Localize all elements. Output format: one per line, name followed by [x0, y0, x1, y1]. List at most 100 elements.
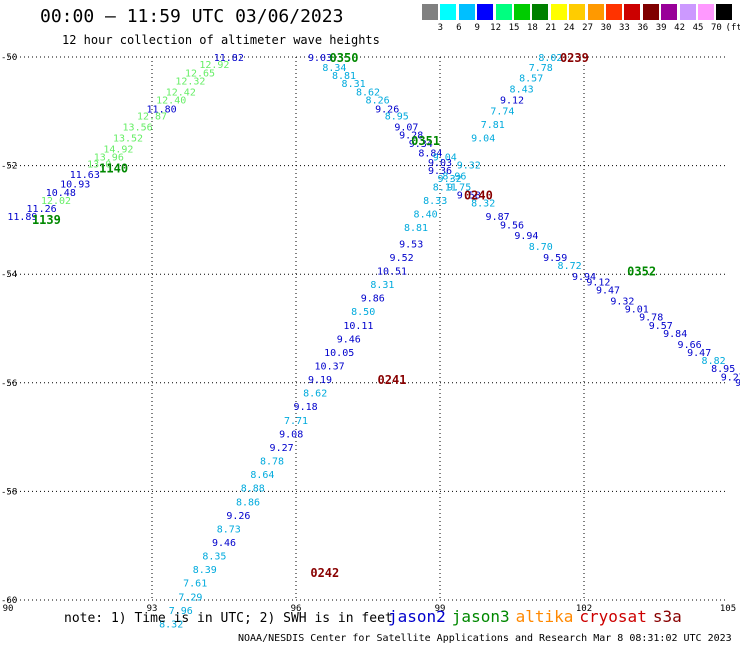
scale-label: 6 — [456, 23, 462, 33]
wave-height-label: 14.92 — [103, 144, 133, 155]
chart-title: 00:00 – 11:59 UTC 03/06/2023 — [40, 6, 344, 27]
wave-height-label: 11.82 — [214, 53, 244, 64]
scale-label: 30 — [600, 23, 612, 33]
pass-time-label: 0242 — [310, 566, 339, 580]
wave-height-label: 8.26 — [366, 95, 390, 106]
wave-height-label: 7.78 — [529, 63, 553, 74]
wave-height-label: 7.96 — [169, 606, 193, 617]
scale-swatch — [679, 4, 696, 20]
wave-height-label: 8.43 — [510, 85, 534, 96]
scale-label: 39 — [655, 23, 667, 33]
wave-height-label: 8.31 — [370, 280, 394, 291]
wave-height-label: 8.62 — [356, 87, 380, 98]
legend-cryosat: cryosat — [579, 607, 647, 626]
wave-height-label: 8.81 — [332, 71, 356, 82]
wave-height-label: 8.02 — [538, 53, 562, 64]
pass-time-label: 1139 — [32, 213, 61, 227]
wave-height-label: 9.36 — [428, 166, 452, 177]
pass-time-label: 0352 — [627, 264, 656, 278]
scale-swatch — [698, 4, 714, 20]
x-tick-label: 93 — [147, 604, 158, 614]
wave-height-label: 13.52 — [113, 133, 143, 144]
scale-label: 9 — [474, 23, 480, 33]
scale-label: 36 — [637, 23, 649, 33]
legend: jason2 jason3 altika cryosat s3a — [388, 607, 688, 626]
wave-height-label: 8.86 — [236, 497, 260, 508]
scale-label: 27 — [582, 23, 594, 33]
wave-height-label: 9.12 — [500, 95, 524, 106]
pass-time-label: 1140 — [99, 161, 128, 175]
wave-height-label: 9.26 — [226, 511, 250, 522]
wave-height-label: 12.02 — [41, 196, 71, 207]
wave-height-label: 9.19 — [308, 375, 332, 386]
y-tick-label: -58 — [1, 487, 17, 497]
scale-swatch — [477, 4, 494, 20]
wave-height-label: 12.32 — [175, 76, 205, 87]
scale-label: 12 — [490, 23, 502, 33]
scale-label: 21 — [545, 23, 557, 33]
wave-height-label: 13.96 — [94, 152, 124, 163]
wave-height-label: 9.57 — [649, 321, 673, 332]
wave-height-label: 9.27 — [270, 443, 294, 454]
scale-swatch — [422, 4, 438, 20]
scale-swatch — [569, 4, 586, 20]
x-tick-label: 105 — [720, 604, 736, 614]
wave-height-label: 9.27 — [721, 372, 740, 383]
scale-swatch — [716, 4, 733, 20]
scale-swatch — [458, 4, 475, 20]
wave-height-label: 8.84 — [418, 149, 442, 160]
wave-height-label: 9.32 — [610, 296, 634, 307]
y-tick-label: -54 — [1, 270, 17, 280]
credit-line: NOAA/NESDIS Center for Satellite Applica… — [238, 633, 732, 644]
legend-jason2: jason2 — [388, 607, 446, 626]
wave-height-label: 7.81 — [481, 120, 505, 131]
chart-subtitle: 12 hour collection of altimeter wave hei… — [62, 33, 380, 47]
legend-s3a: s3a — [652, 607, 682, 626]
wave-height-label: 9.47 — [687, 348, 711, 359]
scale-label: 24 — [563, 23, 575, 33]
wave-height-label: 11.63 — [70, 170, 100, 181]
wave-height-label: 10.48 — [46, 188, 76, 199]
y-tick-label: -50 — [1, 53, 17, 63]
wave-height-label: 9.01 — [625, 304, 649, 315]
wave-height-label: 9.18 — [294, 402, 318, 413]
wave-height-label: 8.57 — [519, 74, 543, 85]
scale-swatch — [642, 4, 659, 20]
pass-time-label: 0351 — [411, 134, 440, 148]
wave-height-label: 7.71 — [284, 416, 308, 427]
wave-height-label: 8.70 — [529, 242, 553, 253]
wave-height-label: 9.53 — [399, 239, 423, 250]
wave-height-label: 9.66 — [678, 340, 702, 351]
wave-height-label: 9.04 — [471, 133, 495, 144]
x-tick-label: 102 — [576, 604, 592, 614]
wave-height-label: 9.94 — [514, 231, 538, 242]
wave-height-label: 10.51 — [377, 266, 407, 277]
wave-height-label: 8.50 — [351, 307, 375, 318]
wave-height-label: 9.32 — [438, 174, 462, 185]
wave-height-label: 9.78 — [639, 313, 663, 324]
wave-height-label: 9.46 — [337, 334, 361, 345]
scale-swatch — [550, 4, 567, 20]
wave-height-label: 9.26 — [375, 105, 399, 116]
scale-swatch — [495, 4, 512, 20]
y-tick-label: -52 — [1, 162, 17, 172]
wave-height-label: 9.84 — [663, 329, 687, 340]
wave-height-label: 9.28 — [399, 131, 423, 142]
wave-height-label: 9.58 — [457, 190, 481, 201]
wave-height-label: 8.31 — [342, 79, 366, 90]
wave-height-label: 8.78 — [260, 457, 284, 468]
scale-label: 18 — [526, 23, 538, 33]
wave-height-label: 9.34 — [409, 139, 433, 150]
wave-height-label: 8.34 — [322, 63, 346, 74]
wave-height-label: 9.46 — [212, 538, 236, 549]
wave-height-label: 8.82 — [702, 356, 726, 367]
scale-unit: (ft) — [725, 23, 740, 33]
scale-swatch — [514, 4, 530, 20]
wave-height-label: 9.08 — [279, 429, 303, 440]
wave-height-label: 9.94 — [572, 272, 596, 283]
wave-height-label: 12.42 — [166, 87, 196, 98]
legend-altika: altika — [515, 607, 574, 626]
scale-label: 45 — [692, 23, 704, 33]
wave-height-label: 8.40 — [414, 209, 438, 220]
wave-height-label: 9.56 — [500, 220, 524, 231]
